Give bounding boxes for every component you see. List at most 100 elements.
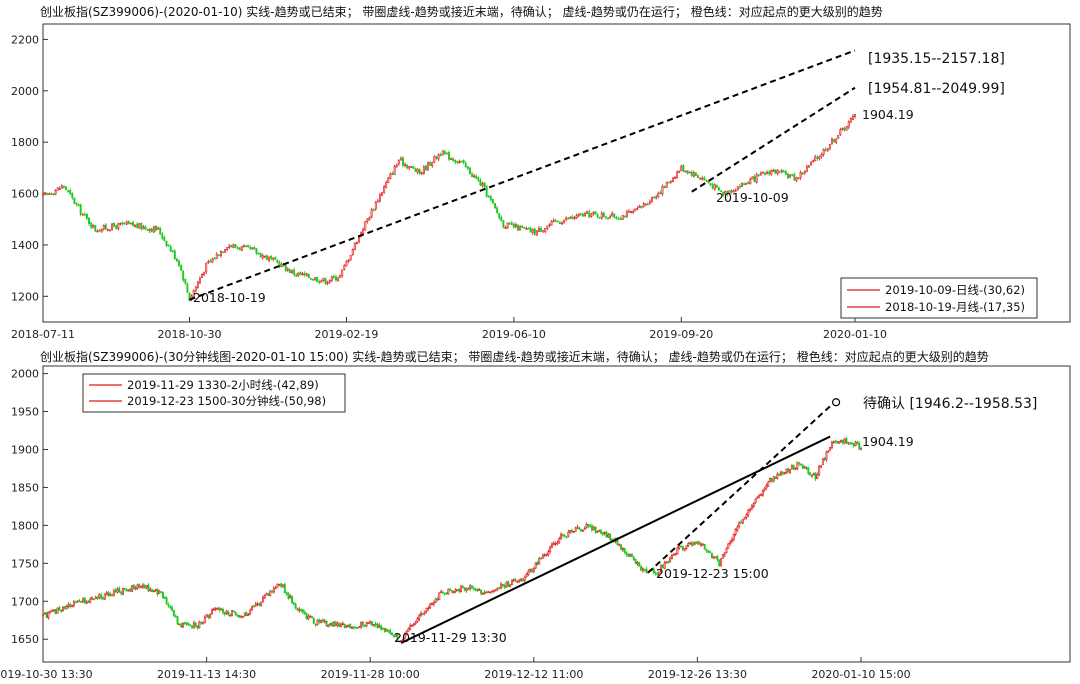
- top-candle: [849, 117, 852, 124]
- bottom-candle: [636, 560, 639, 566]
- bottom-candle: [347, 624, 350, 628]
- bottom-candle: [43, 611, 46, 615]
- bottom-candle: [754, 498, 757, 504]
- bottom-candle: [661, 563, 664, 569]
- top-candle: [738, 183, 741, 189]
- bottom-candle: [172, 610, 175, 618]
- bottom-candle: [460, 585, 463, 593]
- top-candle: [820, 152, 823, 159]
- bottom-candle: [405, 630, 408, 636]
- top-ytick-label: 2200: [11, 33, 39, 46]
- bottom-candle: [345, 625, 348, 629]
- top-candle: [561, 221, 563, 226]
- top-candle: [217, 254, 220, 257]
- top-candle: [211, 257, 214, 263]
- bottom-candle: [123, 588, 126, 591]
- top-candle: [389, 172, 392, 180]
- bottom-candle: [845, 436, 848, 444]
- bottom-candle: [338, 622, 341, 627]
- bottom-candle: [605, 531, 608, 538]
- top-candle: [65, 186, 67, 191]
- top-candle: [529, 226, 532, 233]
- bottom-candle: [498, 586, 501, 590]
- bottom-candle: [683, 547, 686, 552]
- top-candle: [586, 210, 589, 214]
- bottom-candle: [94, 595, 97, 600]
- bottom-candle: [47, 611, 50, 620]
- top-candle: [129, 222, 132, 225]
- top-candle: [184, 278, 187, 286]
- bottom-candle: [645, 566, 648, 574]
- bottom-candle: [478, 587, 481, 591]
- bottom-candle: [781, 470, 784, 476]
- bottom-candle: [231, 609, 233, 617]
- top-candle: [835, 138, 838, 145]
- bottom-candle: [689, 541, 692, 545]
- top-candle: [142, 224, 145, 230]
- bottom-candle: [747, 508, 750, 518]
- top-candle: [305, 272, 308, 277]
- top-candle: [745, 182, 748, 186]
- top-candle: [724, 190, 727, 197]
- top-candle: [79, 203, 82, 217]
- top-candle: [117, 222, 120, 231]
- bottom-candle: [832, 440, 835, 444]
- top-candle: [178, 259, 180, 268]
- top-candle: [119, 222, 122, 226]
- top-candle: [102, 224, 105, 231]
- bottom-candle: [556, 540, 559, 546]
- bottom-candle: [136, 583, 139, 590]
- top-candle: [418, 168, 421, 176]
- bottom-candle: [331, 621, 333, 627]
- bottom-candle: [321, 618, 324, 623]
- top-candle: [341, 269, 344, 278]
- top-candle: [215, 252, 218, 259]
- top-candle: [391, 171, 394, 176]
- top-candle: [136, 221, 139, 229]
- bottom-candle: [674, 552, 677, 556]
- bottom-xtick-label: 2020-01-10 15:00: [811, 668, 910, 681]
- top-candle: [372, 208, 375, 212]
- top-candle: [784, 169, 787, 175]
- bottom-candle: [836, 440, 839, 444]
- top-candle: [224, 249, 227, 253]
- bottom-legend-item-1: 2019-11-29 1330-2小时线-(42,89): [127, 378, 319, 392]
- bottom-candle: [585, 522, 588, 529]
- top-candle: [71, 192, 74, 200]
- bottom-candle: [240, 615, 243, 619]
- top-candle: [556, 220, 559, 223]
- bottom-candle: [287, 591, 290, 600]
- bottom-candle: [641, 566, 644, 573]
- bottom-candle: [576, 524, 579, 529]
- top-candle: [833, 138, 836, 143]
- bottom-candle: [518, 579, 521, 583]
- bottom-candle: [492, 589, 495, 593]
- bottom-candle: [232, 610, 235, 613]
- bottom-candle: [96, 596, 99, 601]
- top-candle: [776, 168, 779, 176]
- top-candle: [579, 213, 582, 217]
- top-candle: [150, 227, 153, 233]
- bottom-candle: [263, 594, 266, 600]
- top-candle: [127, 220, 130, 225]
- top-candle: [715, 184, 718, 189]
- bottom-candle: [596, 530, 599, 533]
- bottom-candle: [176, 616, 179, 625]
- top-candle: [711, 182, 714, 190]
- top-candle: [575, 213, 578, 220]
- top-candle: [625, 209, 628, 219]
- top-range2-label: [1954.81--2049.99]: [868, 81, 1005, 97]
- top-candle: [577, 213, 580, 218]
- bottom-candle: [458, 588, 461, 594]
- top-candle: [163, 235, 166, 242]
- top-candle: [477, 176, 480, 183]
- bottom-candle: [554, 541, 557, 547]
- bottom-candle: [140, 585, 143, 589]
- bottom-candle: [714, 556, 717, 559]
- bottom-candle: [850, 442, 853, 446]
- bottom-candle: [660, 564, 662, 573]
- top-candle: [743, 182, 746, 186]
- bottom-candle: [663, 560, 666, 569]
- top-candle: [676, 170, 679, 179]
